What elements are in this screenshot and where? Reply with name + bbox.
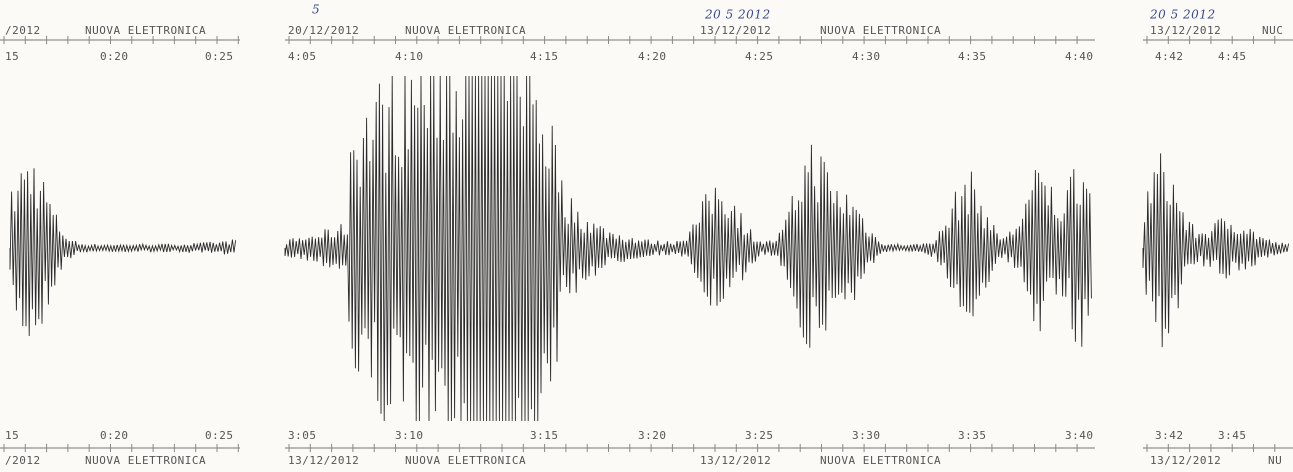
time-label: 15 (5, 429, 19, 442)
header-label: NUOVA ELETTRONICA (85, 24, 206, 37)
time-label: 4:35 (958, 50, 987, 63)
footer-label: NUOVA ELETTRONICA (820, 454, 941, 467)
header-label: /2012 (5, 24, 41, 37)
footer-label: NUOVA ELETTRONICA (85, 454, 206, 467)
header-label: 13/12/2012 (1150, 24, 1221, 37)
handwritten-note: 5 (312, 3, 320, 17)
seismogram: /2012 NUOVA ELETTRONICA 15 0:20 0:25 15 0:20 0:… (0, 0, 1293, 472)
handwritten-note: 20 5 2012 (704, 8, 771, 22)
time-label: 0:25 (205, 429, 234, 442)
time-label: 3:30 (852, 429, 881, 442)
time-label: 3:42 (1155, 429, 1184, 442)
paper (0, 0, 1293, 472)
time-label: 3:20 (638, 429, 667, 442)
footer-label: NU (1268, 454, 1282, 467)
time-label: 0:20 (100, 50, 129, 63)
footer-label: 13/12/2012 (288, 454, 359, 467)
footer-label: NUOVA ELETTRONICA (405, 454, 526, 467)
time-label: 4:45 (1218, 50, 1247, 63)
header-label: 13/12/2012 (700, 24, 771, 37)
handwritten-note: 20 5 2012 (1149, 8, 1216, 22)
header-label: NUC (1262, 24, 1283, 37)
time-label: 3:35 (958, 429, 987, 442)
header-label: NUOVA ELETTRONICA (820, 24, 941, 37)
time-label: 3:05 (288, 429, 317, 442)
time-label: 4:42 (1155, 50, 1184, 63)
time-label: 0:25 (205, 50, 234, 63)
footer-label: 13/12/2012 (1150, 454, 1221, 467)
time-label: 4:25 (745, 50, 774, 63)
header-label: NUOVA ELETTRONICA (405, 24, 526, 37)
time-label: 3:40 (1065, 429, 1094, 442)
time-label: 4:05 (288, 50, 317, 63)
time-label: 4:20 (638, 50, 667, 63)
time-label: 4:30 (852, 50, 881, 63)
time-label: 3:45 (1218, 429, 1247, 442)
time-label: 0:20 (100, 429, 129, 442)
header-label: 20/12/2012 (288, 24, 359, 37)
time-label: 3:15 (530, 429, 559, 442)
time-label: 4:40 (1065, 50, 1094, 63)
time-label: 4:10 (395, 50, 424, 63)
time-label: 15 (5, 50, 19, 63)
footer-label: 13/12/2012 (700, 454, 771, 467)
time-label: 3:25 (745, 429, 774, 442)
time-label: 4:15 (530, 50, 559, 63)
footer-label: /2012 (5, 454, 41, 467)
time-label: 3:10 (395, 429, 424, 442)
